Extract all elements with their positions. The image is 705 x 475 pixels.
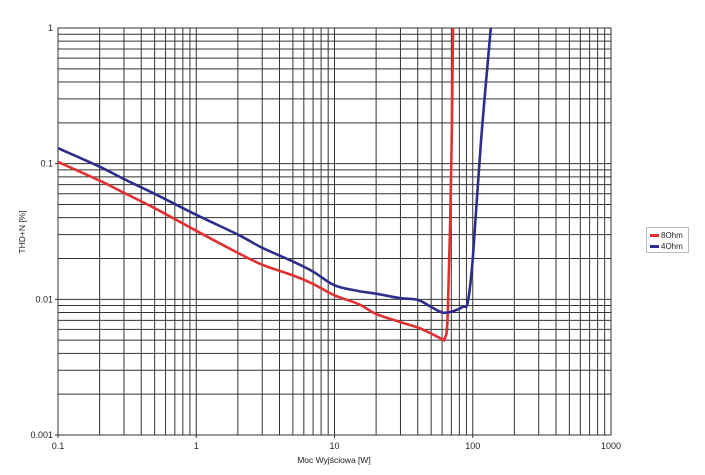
legend-label: 4Ohm: [661, 242, 683, 251]
series-line-4ohm: [57, 27, 493, 315]
y-axis-ticks: 0.001 0.01 0.1 1: [30, 23, 53, 440]
x-tick-label: 10: [329, 441, 339, 451]
legend-swatch-blue: [650, 245, 659, 248]
y-tick-label: 1: [48, 23, 53, 33]
y-tick-label: 0.1: [40, 159, 53, 169]
series-line-8ohm: [57, 27, 455, 342]
x-axis-ticks: 0.1 1 10 100 1000: [52, 441, 621, 451]
legend-label: 8Ohm: [661, 231, 683, 240]
x-axis-label: Moc Wyjściowa [W]: [297, 455, 371, 465]
legend-item-8ohm: 8Ohm: [650, 230, 685, 241]
x-tick-label: 1: [194, 441, 199, 451]
x-tick-label: 1000: [601, 441, 621, 451]
plot-frame: [57, 27, 612, 436]
legend: 8Ohm 4Ohm: [646, 227, 689, 253]
y-tick-label: 0.001: [30, 430, 53, 440]
y-axis-label: THD+N [%]: [17, 210, 27, 253]
x-tick-label: 0.1: [52, 441, 65, 451]
legend-swatch-red: [650, 234, 659, 237]
legend-item-4ohm: 4Ohm: [650, 241, 685, 252]
grid-lines: [55, 28, 611, 438]
y-tick-label: 0.01: [35, 294, 53, 304]
series-lines: [57, 27, 493, 342]
x-tick-label: 100: [465, 441, 480, 451]
